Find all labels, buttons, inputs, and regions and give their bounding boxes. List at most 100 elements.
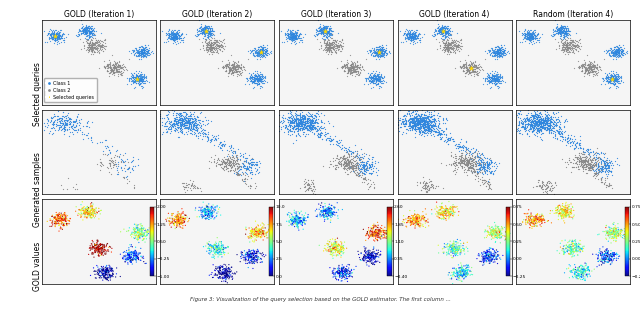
Point: [110, 64, 120, 69]
Point: [86, 38, 96, 43]
Point: [134, 82, 144, 87]
Point: [422, 130, 432, 135]
Point: [532, 212, 542, 217]
Point: [204, 39, 214, 44]
Point: [613, 47, 623, 52]
Point: [171, 34, 181, 39]
Point: [420, 119, 431, 124]
Point: [518, 117, 529, 122]
Point: [449, 244, 460, 249]
Point: [254, 53, 264, 58]
Point: [216, 42, 226, 46]
Point: [534, 119, 544, 124]
Point: [192, 214, 202, 219]
Point: [474, 162, 484, 167]
Point: [61, 121, 72, 126]
Point: [436, 31, 447, 36]
Point: [412, 222, 422, 227]
Point: [380, 234, 390, 239]
Point: [408, 108, 419, 113]
Point: [126, 249, 136, 254]
Point: [127, 75, 137, 80]
Point: [433, 28, 443, 33]
Point: [564, 269, 575, 274]
Point: [319, 208, 329, 213]
Point: [588, 155, 598, 160]
Point: [342, 161, 352, 166]
Point: [367, 162, 377, 167]
Point: [221, 279, 231, 284]
Point: [289, 224, 300, 229]
Point: [362, 229, 372, 234]
Point: [138, 234, 148, 239]
Point: [357, 159, 367, 164]
Point: [175, 212, 186, 217]
Point: [379, 49, 389, 54]
Point: [611, 44, 621, 49]
Point: [345, 65, 355, 70]
Point: [486, 77, 496, 82]
Point: [597, 166, 607, 171]
Point: [554, 29, 564, 34]
Point: [607, 50, 618, 55]
Point: [542, 116, 552, 121]
Point: [252, 231, 262, 236]
Point: [308, 121, 318, 126]
Point: [419, 118, 429, 123]
Point: [211, 249, 221, 254]
Point: [602, 251, 612, 256]
Point: [586, 165, 596, 170]
Point: [139, 75, 149, 80]
Point: [319, 33, 329, 38]
Point: [495, 76, 506, 81]
Point: [250, 238, 260, 243]
Point: [552, 210, 562, 215]
Point: [184, 122, 195, 127]
Point: [259, 74, 269, 79]
Point: [409, 126, 419, 131]
Point: [412, 34, 422, 39]
Point: [597, 179, 607, 184]
Point: [203, 206, 213, 211]
Point: [216, 145, 226, 150]
Point: [378, 229, 388, 234]
Point: [50, 28, 60, 33]
Point: [485, 231, 495, 236]
Point: [297, 118, 307, 123]
Point: [317, 29, 328, 33]
Point: [138, 232, 148, 237]
Point: [498, 51, 508, 56]
Point: [604, 165, 614, 170]
Point: [313, 108, 323, 113]
Point: [198, 130, 208, 135]
Point: [216, 164, 226, 169]
Point: [177, 32, 187, 37]
Point: [81, 25, 92, 30]
Point: [364, 75, 374, 80]
Point: [566, 41, 576, 46]
Point: [202, 210, 212, 215]
Point: [532, 134, 542, 139]
Point: [609, 46, 620, 51]
Point: [595, 246, 605, 251]
Point: [252, 79, 262, 84]
Point: [574, 64, 584, 69]
Point: [541, 124, 552, 129]
Point: [250, 228, 260, 233]
Point: [324, 165, 335, 170]
Point: [561, 29, 571, 33]
Point: [326, 242, 337, 247]
Point: [106, 158, 116, 163]
Point: [291, 219, 301, 224]
Point: [247, 162, 257, 167]
Point: [594, 164, 604, 169]
Point: [346, 71, 356, 76]
Point: [127, 256, 138, 261]
Point: [124, 75, 134, 80]
Point: [289, 219, 299, 224]
Point: [88, 208, 99, 213]
Point: [448, 247, 458, 252]
Point: [613, 50, 623, 55]
Point: [285, 123, 295, 128]
Point: [237, 253, 247, 258]
